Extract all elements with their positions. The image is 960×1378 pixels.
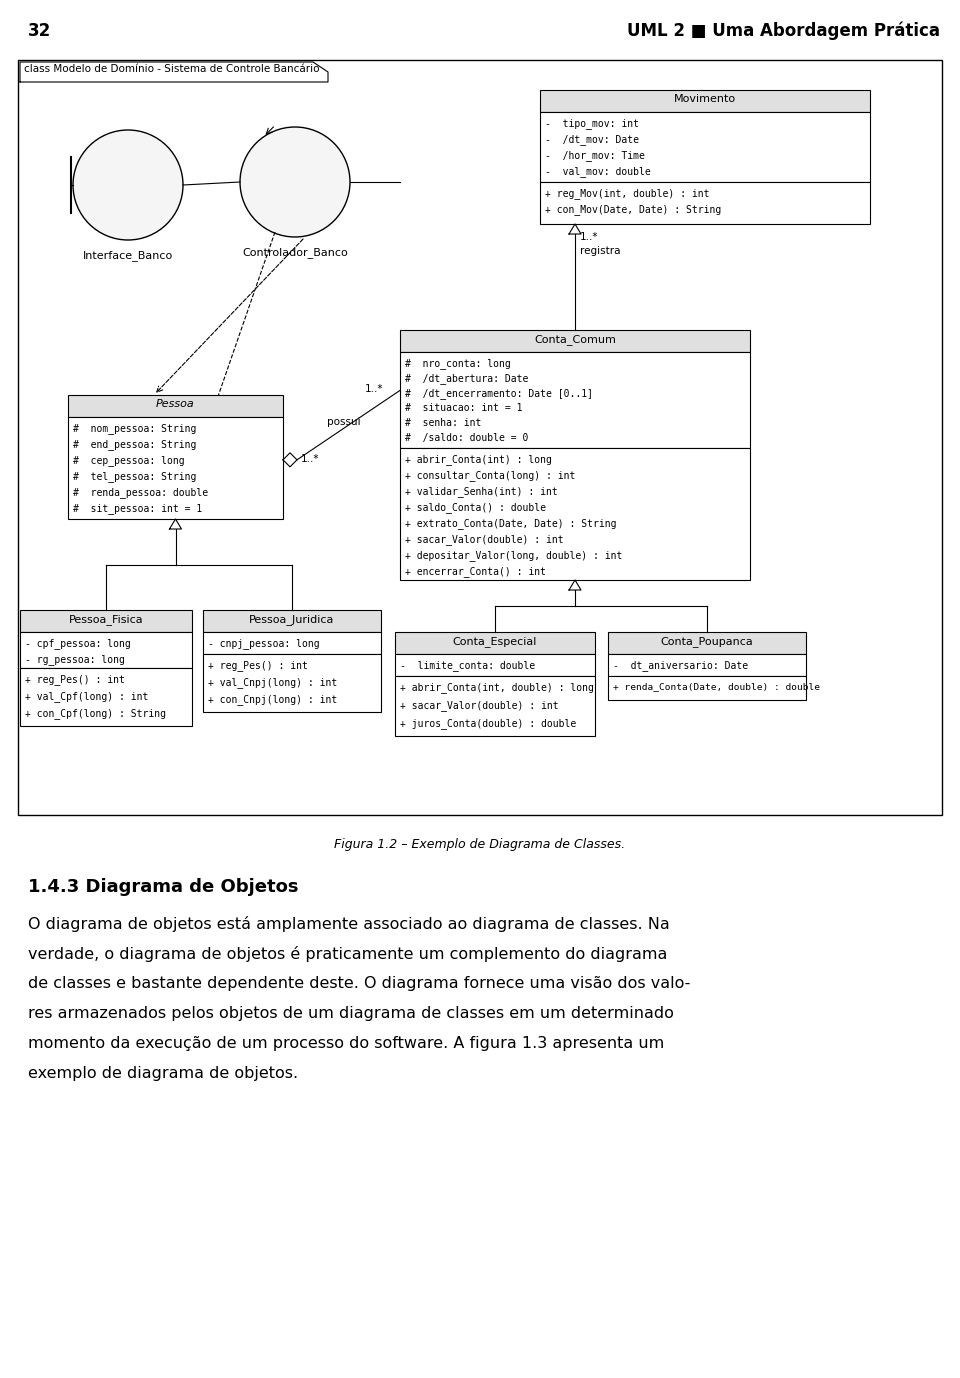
Text: 1.4.3 Diagrama de Objetos: 1.4.3 Diagrama de Objetos — [28, 878, 299, 896]
Text: + abrir_Conta(int) : long: + abrir_Conta(int) : long — [405, 453, 552, 464]
Text: + encerrar_Conta() : int: + encerrar_Conta() : int — [405, 566, 546, 577]
Text: + juros_Conta(double) : double: + juros_Conta(double) : double — [400, 718, 576, 729]
Text: 32: 32 — [28, 22, 51, 40]
Polygon shape — [20, 62, 328, 83]
Text: + con_Cnpj(long) : int: + con_Cnpj(long) : int — [208, 695, 337, 706]
Text: Conta_Poupanca: Conta_Poupanca — [660, 637, 754, 646]
Text: -  val_mov: double: - val_mov: double — [545, 165, 651, 176]
Polygon shape — [283, 453, 297, 467]
Polygon shape — [569, 225, 581, 234]
Text: #  /dt_abertura: Date: # /dt_abertura: Date — [405, 373, 528, 384]
Text: possui: possui — [326, 418, 360, 427]
Text: #  /saldo: double = 0: # /saldo: double = 0 — [405, 433, 528, 442]
Circle shape — [240, 127, 350, 237]
Bar — [20, 668, 192, 726]
Text: Controlador_Banco: Controlador_Banco — [242, 247, 348, 258]
Text: + renda_Conta(Date, double) : double: + renda_Conta(Date, double) : double — [613, 682, 820, 690]
Text: 1..*: 1..* — [365, 384, 383, 394]
Text: Pessoa_Juridica: Pessoa_Juridica — [250, 615, 335, 624]
Text: + reg_Mov(int, double) : int: + reg_Mov(int, double) : int — [545, 187, 709, 198]
Text: #  /dt_encerramento: Date [0..1]: # /dt_encerramento: Date [0..1] — [405, 389, 593, 398]
Text: O diagrama de objetos está amplamente associado ao diagrama de classes. Na: O diagrama de objetos está amplamente as… — [28, 916, 670, 932]
Text: momento da execução de um processo do software. A figura 1.3 apresenta um: momento da execução de um processo do so… — [28, 1036, 664, 1051]
Bar — [68, 395, 283, 418]
Text: + saldo_Conta() : double: + saldo_Conta() : double — [405, 502, 546, 513]
Text: UML 2 ■ Uma Abordagem Prática: UML 2 ■ Uma Abordagem Prática — [627, 22, 940, 40]
Text: verdade, o diagrama de objetos é praticamente um complemento do diagrama: verdade, o diagrama de objetos é pratica… — [28, 947, 667, 962]
Text: + consultar_Conta(long) : int: + consultar_Conta(long) : int — [405, 470, 575, 481]
Bar — [608, 633, 806, 655]
Text: + reg_Pes() : int: + reg_Pes() : int — [208, 660, 308, 671]
Text: exemplo de diagrama de objetos.: exemplo de diagrama de objetos. — [28, 1067, 299, 1080]
Text: + con_Cpf(long) : String: + con_Cpf(long) : String — [25, 708, 166, 719]
Bar — [395, 633, 595, 655]
Bar — [203, 655, 381, 712]
Bar — [20, 610, 192, 633]
Bar — [540, 112, 870, 182]
Text: de classes e bastante dependente deste. O diagrama fornece uma visão dos valo-: de classes e bastante dependente deste. … — [28, 976, 690, 991]
Bar — [395, 655, 595, 677]
Text: #  nom_pessoa: String: # nom_pessoa: String — [73, 423, 197, 434]
Text: + sacar_Valor(double) : int: + sacar_Valor(double) : int — [405, 535, 564, 544]
Text: Figura 1.2 – Exemplo de Diagrama de Classes.: Figura 1.2 – Exemplo de Diagrama de Clas… — [334, 838, 626, 852]
Text: registra: registra — [580, 247, 620, 256]
Text: 1..*: 1..* — [301, 453, 320, 464]
Text: - cnpj_pessoa: long: - cnpj_pessoa: long — [208, 638, 320, 649]
Text: #  nro_conta: long: # nro_conta: long — [405, 358, 511, 369]
Bar — [203, 633, 381, 655]
Text: class Modelo de Domínio - Sistema de Controle Bancário: class Modelo de Domínio - Sistema de Con… — [24, 63, 320, 74]
Text: -  limite_conta: double: - limite_conta: double — [400, 660, 535, 671]
Text: Movimento: Movimento — [674, 94, 736, 103]
Bar — [400, 448, 750, 580]
Text: - cpf_pessoa: long: - cpf_pessoa: long — [25, 638, 131, 649]
Text: Conta_Especial: Conta_Especial — [453, 637, 538, 646]
Bar — [395, 677, 595, 736]
Bar — [68, 418, 283, 520]
Bar — [400, 351, 750, 448]
Text: Pessoa_Fisica: Pessoa_Fisica — [69, 615, 143, 624]
Text: #  tel_pessoa: String: # tel_pessoa: String — [73, 471, 197, 482]
Bar — [400, 329, 750, 351]
Text: -  /dt_mov: Date: - /dt_mov: Date — [545, 134, 639, 145]
Text: #  situacao: int = 1: # situacao: int = 1 — [405, 402, 522, 413]
Text: -  tipo_mov: int: - tipo_mov: int — [545, 119, 639, 130]
Circle shape — [73, 130, 183, 240]
Text: + val_Cnpj(long) : int: + val_Cnpj(long) : int — [208, 677, 337, 688]
Polygon shape — [569, 580, 581, 590]
Text: #  renda_pessoa: double: # renda_pessoa: double — [73, 486, 208, 497]
Text: 1..*: 1..* — [580, 232, 598, 243]
Text: Interface_Banco: Interface_Banco — [83, 249, 173, 260]
Text: Pessoa: Pessoa — [156, 400, 195, 409]
Text: -  /hor_mov: Time: - /hor_mov: Time — [545, 150, 645, 161]
Text: Conta_Comum: Conta_Comum — [534, 333, 616, 344]
Text: #  senha: int: # senha: int — [405, 418, 481, 429]
Text: + validar_Senha(int) : int: + validar_Senha(int) : int — [405, 486, 558, 497]
Text: #  end_pessoa: String: # end_pessoa: String — [73, 440, 197, 449]
Text: + abrir_Conta(int, double) : long: + abrir_Conta(int, double) : long — [400, 682, 594, 693]
Polygon shape — [170, 520, 181, 529]
Bar — [203, 610, 381, 633]
Text: #  sit_pessoa: int = 1: # sit_pessoa: int = 1 — [73, 503, 203, 514]
Text: -  dt_aniversario: Date: - dt_aniversario: Date — [613, 660, 748, 671]
Bar — [20, 633, 192, 668]
Text: + sacar_Valor(double) : int: + sacar_Valor(double) : int — [400, 700, 559, 711]
Text: - rg_pessoa: long: - rg_pessoa: long — [25, 655, 125, 666]
Text: res armazenados pelos objetos de um diagrama de classes em um determinado: res armazenados pelos objetos de um diag… — [28, 1006, 674, 1021]
Text: + reg_Pes() : int: + reg_Pes() : int — [25, 674, 125, 685]
Text: + extrato_Conta(Date, Date) : String: + extrato_Conta(Date, Date) : String — [405, 518, 616, 529]
Bar — [608, 677, 806, 700]
Text: + depositar_Valor(long, double) : int: + depositar_Valor(long, double) : int — [405, 550, 622, 561]
Bar — [608, 655, 806, 677]
Text: + val_Cpf(long) : int: + val_Cpf(long) : int — [25, 690, 149, 701]
Bar — [540, 90, 870, 112]
Text: #  cep_pessoa: long: # cep_pessoa: long — [73, 455, 184, 466]
Bar — [540, 182, 870, 225]
Text: + con_Mov(Date, Date) : String: + con_Mov(Date, Date) : String — [545, 204, 721, 215]
Bar — [18, 61, 942, 814]
